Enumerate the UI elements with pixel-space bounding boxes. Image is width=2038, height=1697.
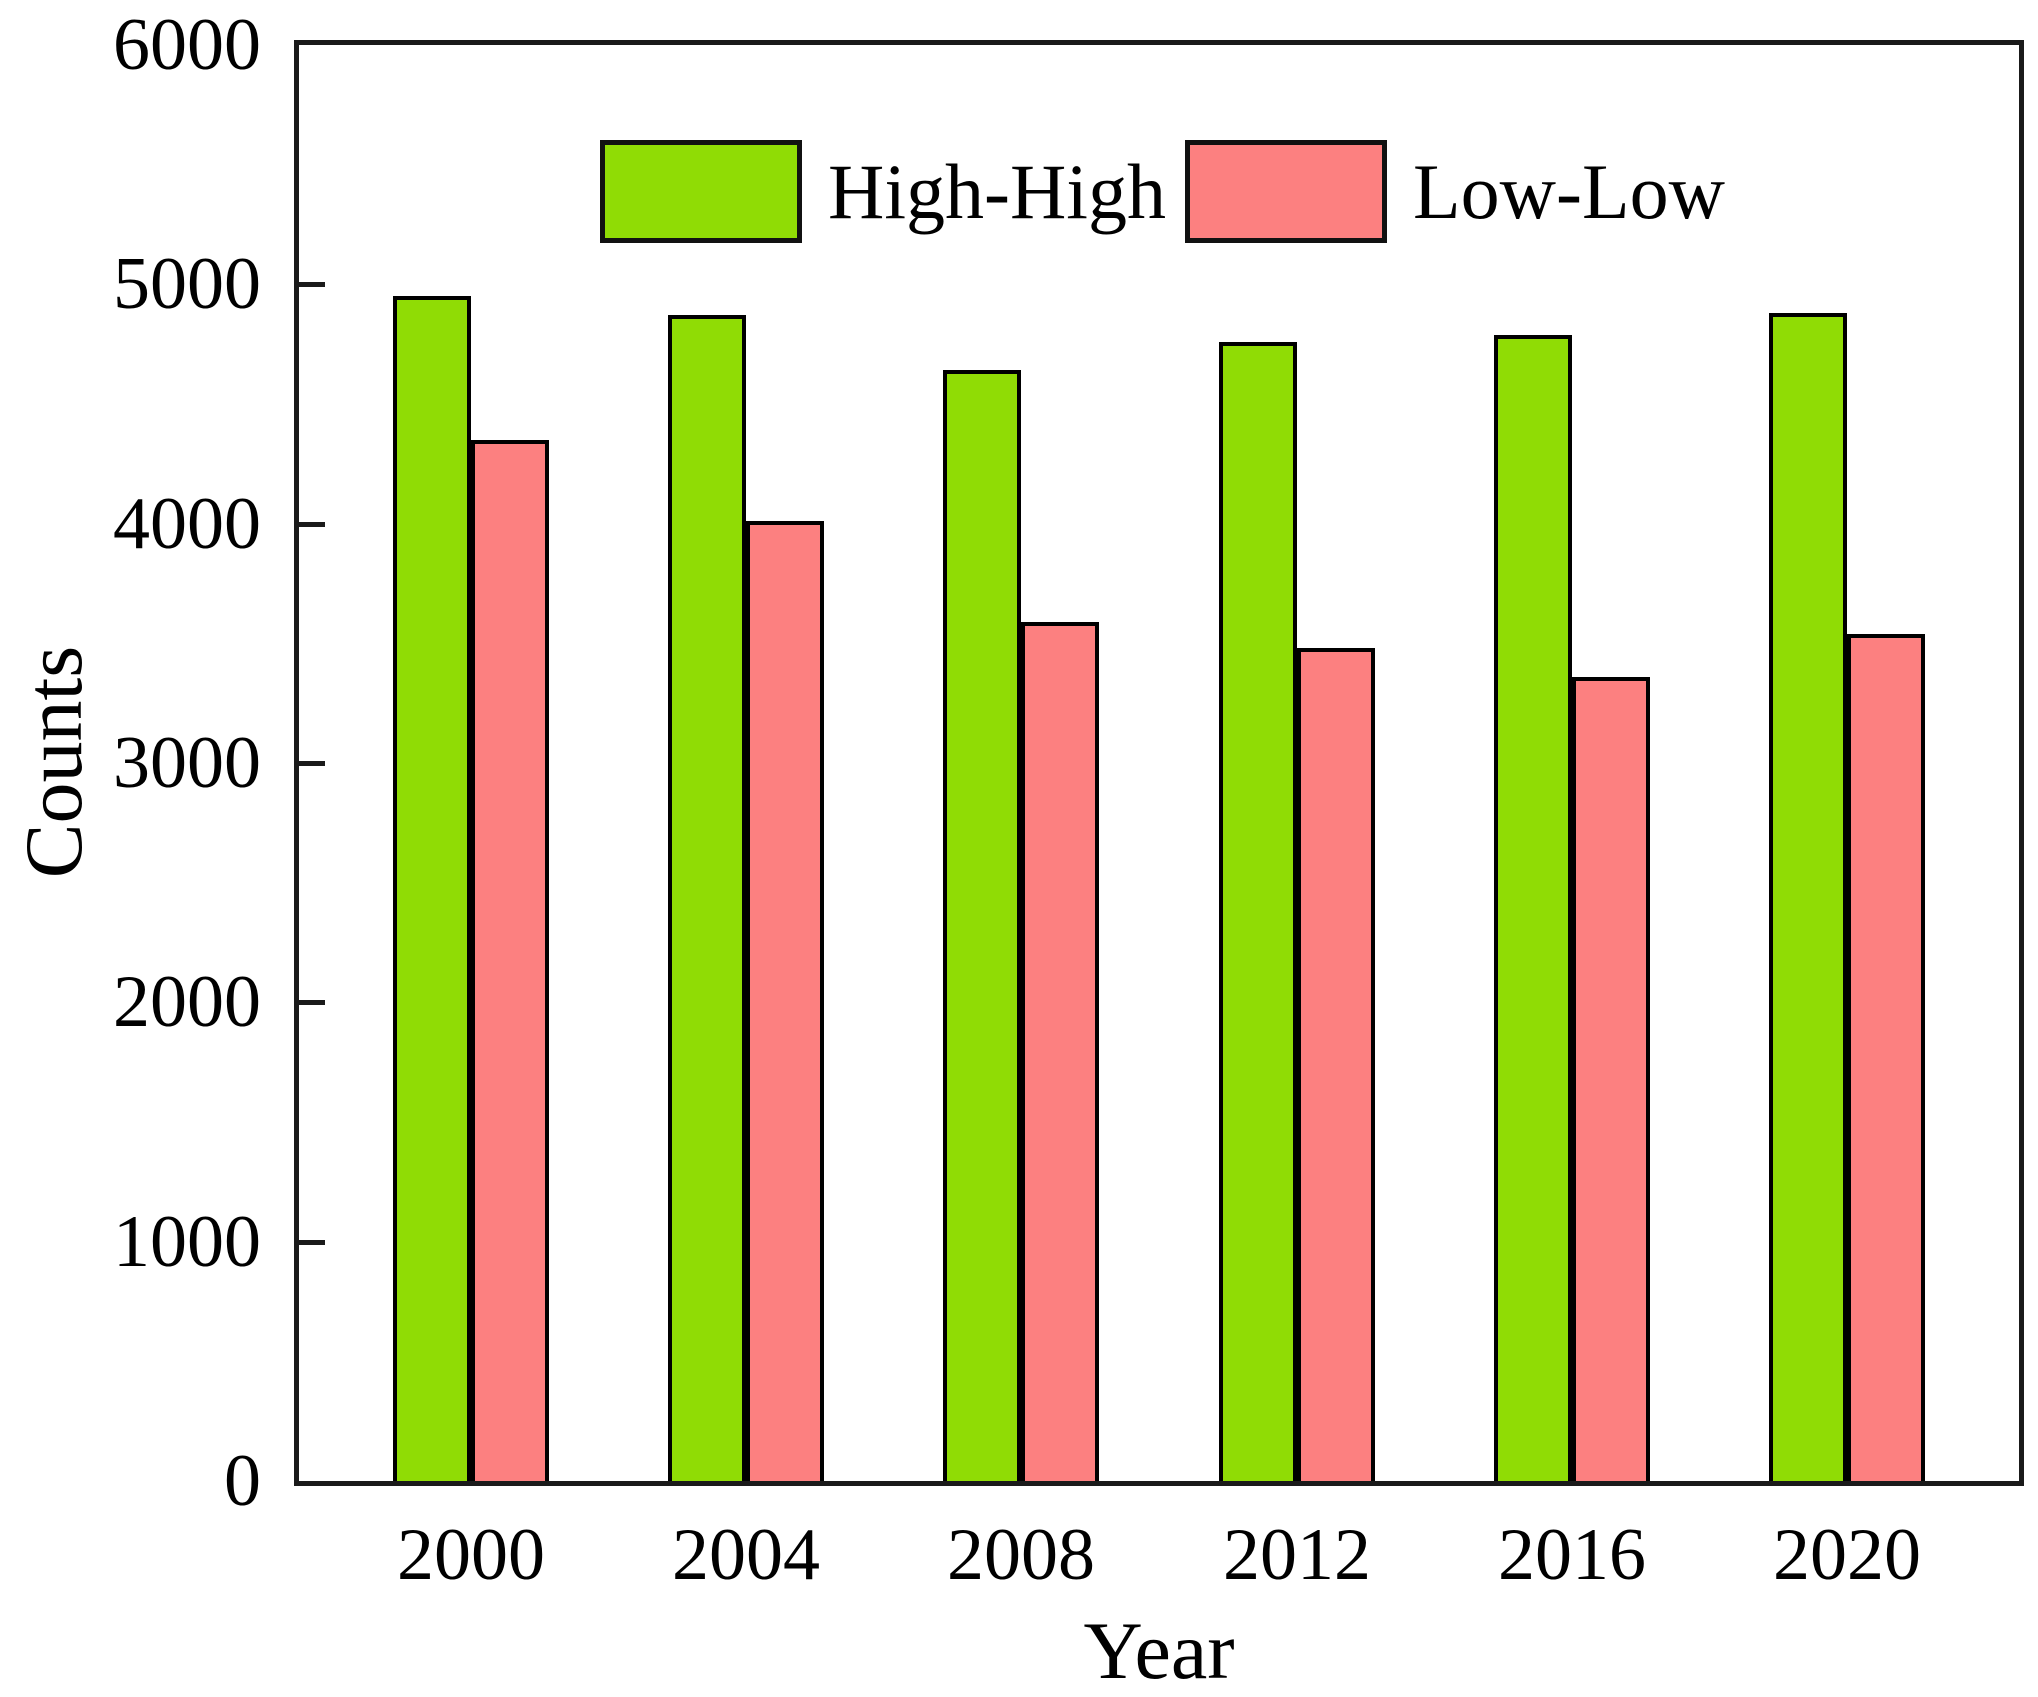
y-tick-label: 1000 (113, 1201, 261, 1283)
x-axis-title: Year (1083, 1605, 1235, 1696)
bar-low-low-2012 (1297, 648, 1375, 1481)
y-tick-label: 5000 (113, 243, 261, 325)
y-tick-mark (299, 1240, 325, 1245)
x-tick-label-2000: 2000 (397, 1514, 545, 1596)
x-tick-label-2012: 2012 (1223, 1514, 1371, 1596)
y-tick-mark (299, 522, 325, 527)
y-tick-mark (299, 1000, 325, 1005)
x-tick-label-2008: 2008 (947, 1514, 1095, 1596)
bar-low-low-2000 (471, 440, 549, 1481)
legend-swatch-high-high (600, 140, 802, 243)
x-tick-label-2004: 2004 (672, 1514, 820, 1596)
y-tick-mark (299, 761, 325, 766)
y-tick-label: 3000 (113, 722, 261, 804)
bar-low-low-2016 (1572, 677, 1650, 1481)
legend-label-low-low: Low-Low (1413, 147, 1725, 235)
y-tick-label: 2000 (113, 961, 261, 1043)
bar-low-low-2008 (1021, 622, 1099, 1481)
legend-label-high-high: High-High (828, 147, 1166, 235)
y-tick-label: 4000 (113, 483, 261, 565)
x-tick-label-2016: 2016 (1498, 1514, 1646, 1596)
bar-high-high-2020 (1769, 313, 1847, 1481)
legend-entry-high-high: High-High (600, 140, 1166, 243)
bar-low-low-2020 (1847, 634, 1925, 1481)
bar-high-high-2016 (1494, 335, 1572, 1481)
plot-area (294, 40, 2024, 1486)
bar-high-high-2008 (943, 370, 1021, 1481)
bar-high-high-2004 (668, 315, 746, 1481)
legend-entry-low-low: Low-Low (1185, 140, 1725, 243)
x-tick-label-2020: 2020 (1773, 1514, 1921, 1596)
legend-swatch-low-low (1185, 140, 1387, 243)
bar-high-high-2000 (393, 296, 471, 1481)
y-tick-label: 0 (224, 1440, 261, 1522)
bar-high-high-2012 (1219, 342, 1297, 1481)
y-tick-label: 6000 (113, 4, 261, 86)
bar-low-low-2004 (746, 521, 824, 1481)
y-tick-mark (299, 282, 325, 287)
